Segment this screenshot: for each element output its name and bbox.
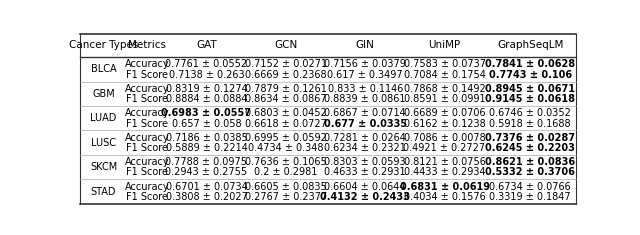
Text: 0.7086 ± 0.0078: 0.7086 ± 0.0078 (404, 133, 485, 143)
Text: 0.8884 ± 0.0884: 0.8884 ± 0.0884 (166, 94, 247, 104)
Text: 0.6831 ± 0.0619: 0.6831 ± 0.0619 (399, 182, 490, 192)
Text: 0.7281 ± 0.0264: 0.7281 ± 0.0264 (324, 133, 406, 143)
Text: 0.4734 ± 0.348: 0.4734 ± 0.348 (248, 143, 324, 153)
Text: 0.6995 ± 0.0592: 0.6995 ± 0.0592 (245, 133, 327, 143)
Text: Accuracy: Accuracy (125, 182, 169, 192)
Text: 0.7186 ± 0.0385: 0.7186 ± 0.0385 (166, 133, 247, 143)
Text: 0.6604 ± 0.0644: 0.6604 ± 0.0644 (324, 182, 406, 192)
Text: 0.7636 ± 0.1065: 0.7636 ± 0.1065 (245, 157, 326, 167)
Text: 0.6983 ± 0.0557: 0.6983 ± 0.0557 (161, 108, 252, 118)
Text: 0.7788 ± 0.0975: 0.7788 ± 0.0975 (166, 157, 248, 167)
Text: Accuracy: Accuracy (125, 84, 169, 94)
Text: UniMP: UniMP (428, 40, 461, 50)
Text: 0.8121 ± 0.0756: 0.8121 ± 0.0756 (404, 157, 486, 167)
Text: 0.5918 ± 0.1688: 0.5918 ± 0.1688 (490, 119, 571, 129)
Text: 0.7743 ± 0.106: 0.7743 ± 0.106 (488, 70, 572, 80)
Text: GBM: GBM (92, 89, 115, 99)
Text: Metrics: Metrics (128, 40, 166, 50)
Text: 0.617 ± 0.3497: 0.617 ± 0.3497 (328, 70, 403, 80)
Text: 0.7084 ± 0.1754: 0.7084 ± 0.1754 (404, 70, 486, 80)
Text: 0.7583 ± 0.0737: 0.7583 ± 0.0737 (404, 59, 486, 70)
Text: F1 Score: F1 Score (126, 192, 168, 202)
Text: 0.5889 ± 0.2214: 0.5889 ± 0.2214 (166, 143, 248, 153)
Text: 0.3808 ± 0.2027: 0.3808 ± 0.2027 (166, 192, 248, 202)
Text: LUSC: LUSC (91, 138, 116, 148)
Text: Accuracy: Accuracy (125, 59, 169, 70)
Text: F1 Score: F1 Score (126, 168, 168, 177)
Text: 0.8303 ± 0.0593: 0.8303 ± 0.0593 (324, 157, 406, 167)
Text: F1 Score: F1 Score (126, 70, 168, 80)
Text: 0.3319 ± 0.1847: 0.3319 ± 0.1847 (490, 192, 571, 202)
Text: 0.4433 ± 0.2934: 0.4433 ± 0.2934 (404, 168, 485, 177)
Text: 0.8319 ± 0.1274: 0.8319 ± 0.1274 (166, 84, 247, 94)
Text: 0.6162 ± 0.1238: 0.6162 ± 0.1238 (404, 119, 485, 129)
Text: Accuracy: Accuracy (125, 108, 169, 118)
Text: 0.5332 ± 0.3706: 0.5332 ± 0.3706 (485, 168, 575, 177)
Text: GCN: GCN (274, 40, 298, 50)
Text: 0.6669 ± 0.2368: 0.6669 ± 0.2368 (245, 70, 326, 80)
Text: 0.6867 ± 0.0714: 0.6867 ± 0.0714 (324, 108, 406, 118)
Text: 0.657 ± 0.058: 0.657 ± 0.058 (172, 119, 241, 129)
Text: 0.7138 ± 0.263: 0.7138 ± 0.263 (169, 70, 244, 80)
Text: 0.6245 ± 0.2203: 0.6245 ± 0.2203 (485, 143, 575, 153)
Text: Accuracy: Accuracy (125, 157, 169, 167)
Text: 0.7841 ± 0.0628: 0.7841 ± 0.0628 (485, 59, 575, 70)
Text: 0.8839 ± 0.0861: 0.8839 ± 0.0861 (324, 94, 406, 104)
Text: 0.6605 ± 0.0835: 0.6605 ± 0.0835 (245, 182, 326, 192)
Text: 0.4034 ± 0.1576: 0.4034 ± 0.1576 (404, 192, 485, 202)
Text: 0.7156 ± 0.0379: 0.7156 ± 0.0379 (324, 59, 406, 70)
Text: SKCM: SKCM (90, 162, 117, 172)
Text: 0.7868 ± 0.1492: 0.7868 ± 0.1492 (404, 84, 485, 94)
Text: 0.6701 ± 0.0734: 0.6701 ± 0.0734 (166, 182, 247, 192)
Text: 0.4921 ± 0.2727: 0.4921 ± 0.2727 (403, 143, 486, 153)
Text: 0.7761 ± 0.0552: 0.7761 ± 0.0552 (165, 59, 248, 70)
Text: GraphSeqLM: GraphSeqLM (497, 40, 563, 50)
Text: STAD: STAD (91, 187, 116, 196)
Text: 0.8621 ± 0.0836: 0.8621 ± 0.0836 (485, 157, 575, 167)
Text: GIN: GIN (356, 40, 374, 50)
Text: 0.833 ± 0.1146: 0.833 ± 0.1146 (328, 84, 403, 94)
Text: 0.6234 ± 0.2321: 0.6234 ± 0.2321 (324, 143, 406, 153)
Text: 0.2 ± 0.2981: 0.2 ± 0.2981 (254, 168, 317, 177)
Text: BLCA: BLCA (91, 64, 116, 74)
Text: 0.6734 ± 0.0766: 0.6734 ± 0.0766 (489, 182, 571, 192)
Text: 0.7879 ± 0.1261: 0.7879 ± 0.1261 (245, 84, 327, 94)
Text: 0.6746 ± 0.0352: 0.6746 ± 0.0352 (489, 108, 571, 118)
Text: 0.7376 ± 0.0287: 0.7376 ± 0.0287 (485, 133, 575, 143)
Text: 0.9145 ± 0.0618: 0.9145 ± 0.0618 (485, 94, 575, 104)
Text: 0.8591 ± 0.0991: 0.8591 ± 0.0991 (404, 94, 485, 104)
Text: 0.677 ± 0.0335: 0.677 ± 0.0335 (324, 119, 407, 129)
Text: 0.8634 ± 0.0867: 0.8634 ± 0.0867 (245, 94, 326, 104)
Text: LUAD: LUAD (90, 113, 116, 123)
Text: Cancer Types: Cancer Types (69, 40, 138, 50)
Text: 0.8945 ± 0.0671: 0.8945 ± 0.0671 (485, 84, 575, 94)
Text: 0.2943 ± 0.2755: 0.2943 ± 0.2755 (165, 168, 248, 177)
Text: Accuracy: Accuracy (125, 133, 169, 143)
Text: 0.2767 ± 0.2377: 0.2767 ± 0.2377 (244, 192, 327, 202)
Text: 0.7152 ± 0.0271: 0.7152 ± 0.0271 (244, 59, 327, 70)
Text: 0.4132 ± 0.2433: 0.4132 ± 0.2433 (320, 192, 410, 202)
Text: F1 Score: F1 Score (126, 94, 168, 104)
Text: GAT: GAT (196, 40, 217, 50)
Text: 0.6689 ± 0.0706: 0.6689 ± 0.0706 (404, 108, 485, 118)
Text: F1 Score: F1 Score (126, 119, 168, 129)
Text: 0.4633 ± 0.2931: 0.4633 ± 0.2931 (324, 168, 406, 177)
Text: 0.6618 ± 0.0727: 0.6618 ± 0.0727 (245, 119, 327, 129)
Text: 0.6803 ± 0.0452: 0.6803 ± 0.0452 (245, 108, 326, 118)
Text: F1 Score: F1 Score (126, 143, 168, 153)
